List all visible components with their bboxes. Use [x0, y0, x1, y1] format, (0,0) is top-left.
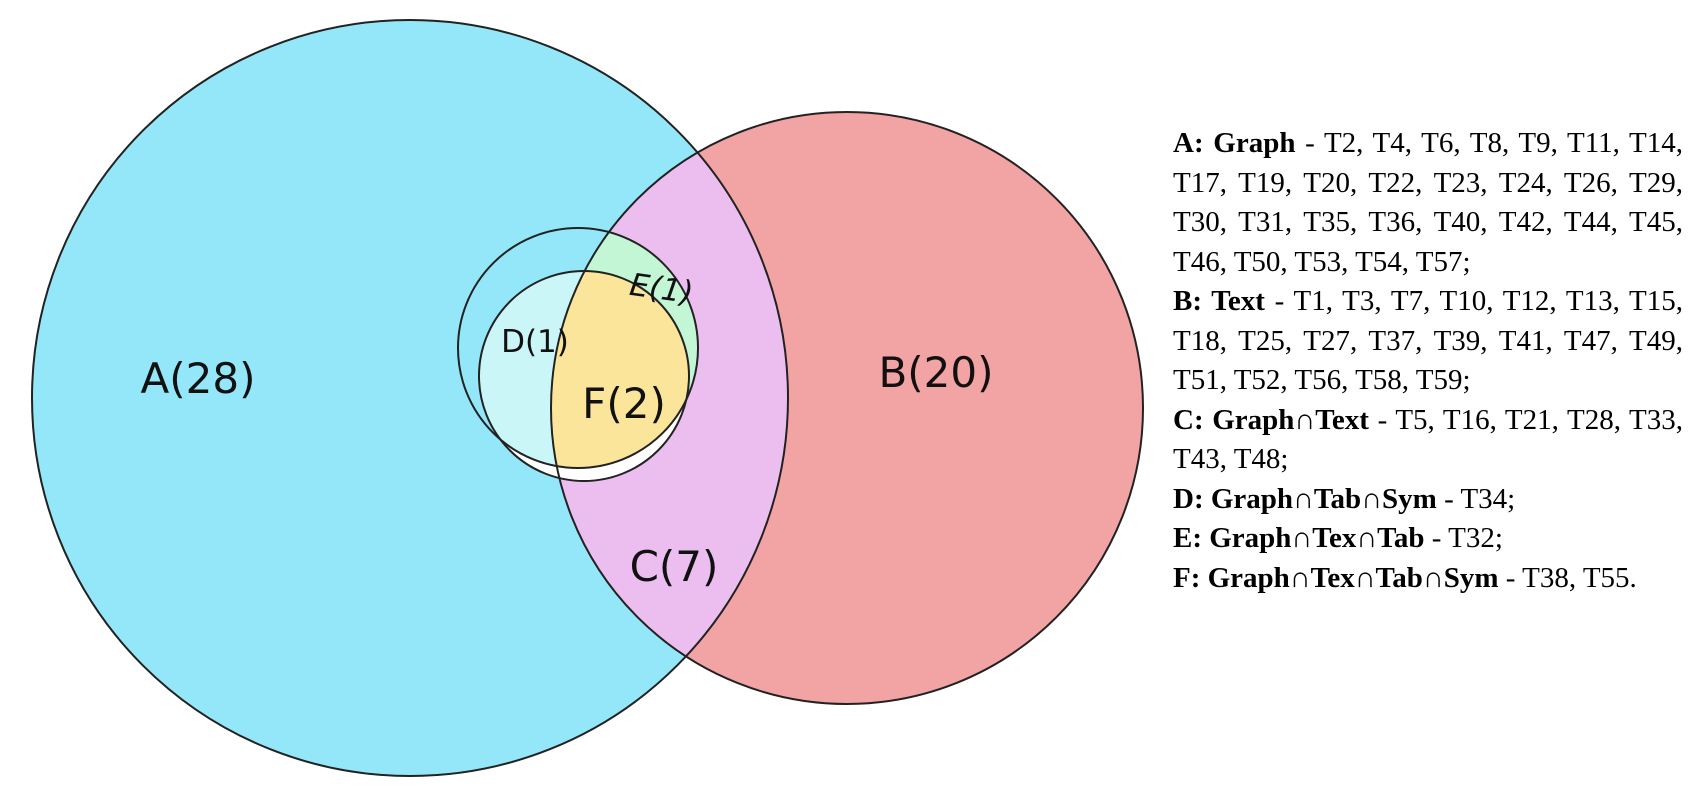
legend-entry-f: F: Graph∩Tex∩Tab∩Sym - T38, T55. — [1173, 559, 1683, 599]
label-d: D(1) — [501, 324, 569, 360]
legend-key: A: Graph — [1173, 127, 1296, 159]
legend-items: - T34; — [1436, 482, 1516, 515]
legend-items: - T2, T4, T6, T8, T9, T11, T14, T17, T19… — [1173, 127, 1683, 278]
legend-entry-b: B: Text - T1, T3, T7, T10, T12, T13, T15… — [1173, 282, 1683, 401]
label-b: B(20) — [878, 348, 993, 397]
legend-key: E: Graph∩Tex∩Tab — [1173, 522, 1425, 554]
legend-items: - T5, T16, T21, T28, T33, T43, T48; — [1173, 403, 1683, 476]
legend-items: - T1, T3, T7, T10, T12, T13, T15, T18, T… — [1173, 285, 1683, 396]
legend: A: Graph - T2, T4, T6, T8, T9, T11, T14,… — [1173, 124, 1683, 598]
legend-key: C: Graph∩Text — [1173, 403, 1369, 436]
legend-items: - T32; — [1424, 522, 1503, 554]
label-e: E(1) — [627, 267, 695, 311]
venn-diagram: A(28) B(20) C(7) D(1) E(1) F(2) — [31, 19, 1144, 777]
set-c-region — [551, 112, 788, 704]
legend-entry-d: D: Graph∩Tab∩Sym - T34; — [1173, 480, 1683, 520]
legend-key: F: Graph∩Tex∩Tab∩Sym — [1173, 561, 1499, 594]
set-f-region — [551, 271, 689, 468]
label-a: A(28) — [141, 354, 256, 403]
legend-entry-c: C: Graph∩Text - T5, T16, T21, T28, T33, … — [1173, 401, 1683, 480]
legend-items: - T38, T55. — [1498, 561, 1637, 594]
legend-entry-e: E: Graph∩Tex∩Tab - T32; — [1173, 519, 1683, 559]
venn-outlines — [31, 19, 1144, 777]
set-a-circle — [32, 20, 788, 776]
legend-entry-a: A: Graph - T2, T4, T6, T8, T9, T11, T14,… — [1173, 124, 1683, 282]
legend-key: B: Text — [1173, 285, 1265, 317]
legend-key: D: Graph∩Tab∩Sym — [1173, 482, 1437, 515]
label-f: F(2) — [582, 379, 666, 428]
label-c: C(7) — [630, 542, 719, 591]
